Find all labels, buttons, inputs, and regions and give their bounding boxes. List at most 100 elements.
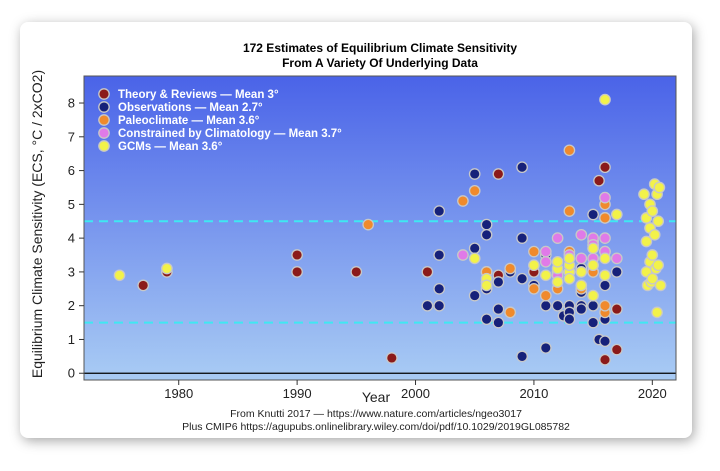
data-point <box>362 218 375 231</box>
data-point <box>539 299 552 312</box>
data-point <box>599 299 611 312</box>
data-point <box>539 289 552 302</box>
data-point <box>646 205 659 217</box>
data-point <box>563 205 576 217</box>
data-point <box>575 279 588 292</box>
data-point <box>640 235 653 248</box>
data-point <box>516 232 528 244</box>
data-point <box>610 343 623 356</box>
data-point <box>385 352 398 364</box>
x-tick-label: 2000 <box>401 386 430 401</box>
x-tick-label: 2010 <box>519 386 548 401</box>
data-point <box>646 272 659 285</box>
data-point <box>563 144 576 157</box>
data-point <box>575 228 588 241</box>
data-point <box>610 303 623 315</box>
legend-label: GCMs — Mean 3.6° <box>118 141 223 153</box>
ecs-scatter-chart: 172 Estimates of Equilibrium Climate Sen… <box>29 41 677 433</box>
data-point <box>468 242 481 255</box>
y-tick-label: 0 <box>68 366 75 381</box>
plot-frame <box>83 75 677 381</box>
data-point <box>599 269 611 282</box>
data-point <box>161 262 173 275</box>
legend-marker <box>98 101 110 113</box>
data-point <box>575 266 588 278</box>
data-point <box>516 272 528 285</box>
y-tick-label: 2 <box>68 298 75 313</box>
data-point <box>457 249 469 261</box>
data-point <box>539 342 552 354</box>
data-point <box>638 188 650 201</box>
data-point <box>539 269 552 282</box>
data-point <box>599 93 611 106</box>
data-point <box>492 276 505 288</box>
x-axis: 1980 1990 2000 2010 2020 <box>164 380 667 401</box>
data-point <box>593 174 605 187</box>
data-point <box>480 218 493 231</box>
chart-card: 172 Estimates of Equilibrium Climate Sen… <box>20 22 692 438</box>
data-point <box>587 316 599 329</box>
plot-area <box>84 76 676 380</box>
data-point <box>291 266 303 278</box>
data-point <box>421 266 434 278</box>
data-point <box>468 184 481 197</box>
data-point <box>563 313 576 326</box>
data-point <box>610 266 623 278</box>
source-line-2: Plus CMIP6 https://agupubs.onlinelibrary… <box>182 421 570 433</box>
data-point <box>646 249 659 261</box>
reference-lines <box>84 220 676 324</box>
data-point <box>492 303 505 315</box>
data-point <box>653 181 666 194</box>
data-point <box>492 316 505 329</box>
data-point <box>137 279 150 292</box>
y-tick-label: 4 <box>68 231 75 246</box>
data-point <box>468 168 481 180</box>
data-point <box>516 161 528 174</box>
data-point <box>587 299 599 312</box>
data-point <box>433 205 446 217</box>
y-axis-label: Equilibrium Climate Sensitivity (ECS, °C… <box>29 70 45 378</box>
data-point <box>468 289 481 302</box>
data-point <box>516 350 528 363</box>
data-point <box>651 306 663 319</box>
data-points <box>113 93 667 366</box>
data-point <box>652 215 665 228</box>
data-point <box>480 228 493 241</box>
legend-label: Theory & Reviews — Mean 3° <box>118 89 279 101</box>
data-point <box>468 252 481 265</box>
data-point <box>587 259 599 272</box>
y-tick-label: 6 <box>68 163 75 178</box>
data-point <box>433 249 446 261</box>
data-point <box>551 276 564 288</box>
data-point <box>599 212 611 224</box>
data-point <box>551 299 564 312</box>
data-point <box>587 242 599 255</box>
y-tick-label: 3 <box>68 264 75 279</box>
data-point <box>610 208 623 221</box>
y-tick-label: 1 <box>68 332 75 347</box>
data-point <box>654 279 667 292</box>
chart-title: 172 Estimates of Equilibrium Climate Sen… <box>243 41 517 55</box>
data-point <box>528 282 540 295</box>
data-point <box>551 255 564 268</box>
data-point <box>291 249 303 261</box>
legend-label: Paleoclimate — Mean 3.6° <box>118 115 260 127</box>
legend-label: Constrained by Climatology — Mean 3.7° <box>118 128 342 140</box>
data-point <box>599 353 611 366</box>
data-point <box>492 168 505 180</box>
data-point <box>575 252 588 265</box>
data-point <box>457 195 469 207</box>
data-point <box>504 306 517 319</box>
data-point <box>587 208 599 221</box>
data-point <box>421 299 434 312</box>
data-point <box>599 161 611 174</box>
x-tick-label: 1990 <box>283 386 312 401</box>
data-point <box>480 313 493 326</box>
legend-marker <box>98 127 110 139</box>
data-point <box>528 259 540 272</box>
data-point <box>563 272 576 285</box>
x-tick-label: 2020 <box>638 386 667 401</box>
data-point <box>648 228 661 241</box>
data-point <box>599 252 611 265</box>
y-tick-label: 8 <box>68 96 75 111</box>
